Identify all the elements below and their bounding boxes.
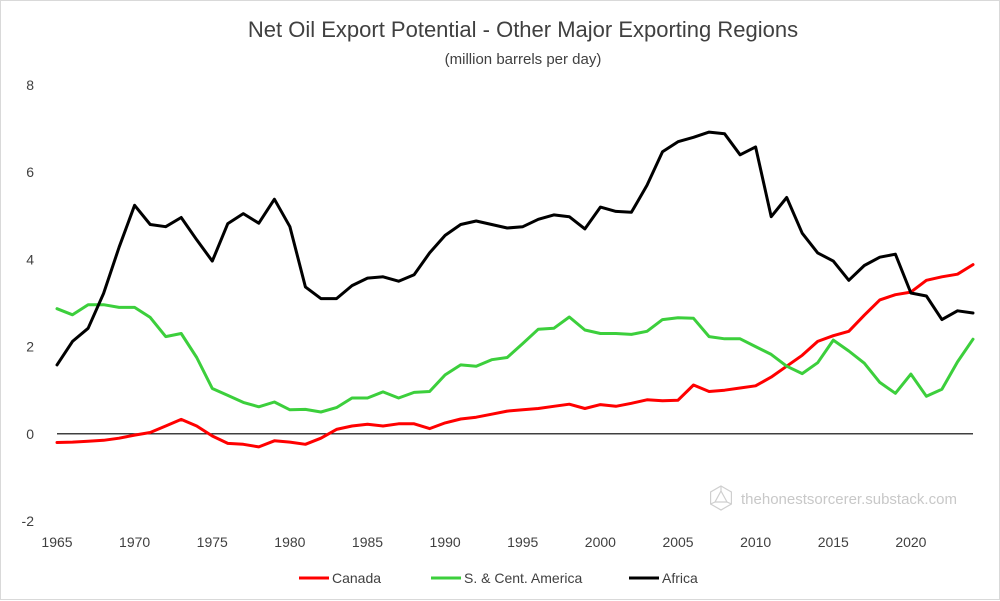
x-tick-label: 1980 <box>274 534 305 550</box>
y-axis-ticks: -2 0 2 4 6 8 <box>22 77 35 529</box>
x-tick-label: 2015 <box>818 534 849 550</box>
watermark: thehonestsorcerer.substack.com <box>710 485 957 511</box>
chart-legend: Canada S. & Cent. America Africa <box>299 570 698 586</box>
legend-label-s-cent-america: S. & Cent. America <box>464 570 582 586</box>
x-tick-label: 1975 <box>197 534 228 550</box>
d20-icon <box>710 485 732 511</box>
x-tick-label: 1970 <box>119 534 150 550</box>
series-lines <box>55 130 975 449</box>
x-tick-label: 1965 <box>41 534 72 550</box>
x-tick-label: 1985 <box>352 534 383 550</box>
chart-subtitle: (million barrels per day) <box>445 51 602 68</box>
y-tick-label: 6 <box>26 164 34 180</box>
x-tick-label: 2000 <box>585 534 616 550</box>
x-tick-label: 2010 <box>740 534 771 550</box>
y-tick-label: 0 <box>26 426 34 442</box>
x-tick-label: 2005 <box>662 534 693 550</box>
legend-label-canada: Canada <box>332 570 381 586</box>
chart-title: Net Oil Export Potential - Other Major E… <box>248 17 798 42</box>
y-tick-label: -2 <box>22 513 35 529</box>
watermark-text: thehonestsorcerer.substack.com <box>741 491 957 508</box>
x-tick-label: 1990 <box>430 534 461 550</box>
y-tick-label: 2 <box>26 339 34 355</box>
series-line-canada <box>55 263 975 449</box>
series-line-africa <box>55 130 975 367</box>
x-axis-ticks: 1965 1970 1975 1980 1985 1990 1995 2000 2005 2010… <box>41 534 926 550</box>
y-tick-label: 8 <box>26 77 34 93</box>
legend-label-africa: Africa <box>662 570 698 586</box>
x-tick-label: 2020 <box>895 534 926 550</box>
y-tick-label: 4 <box>26 251 34 267</box>
x-tick-label: 1995 <box>507 534 538 550</box>
series-line-s-cent-america <box>55 303 975 414</box>
